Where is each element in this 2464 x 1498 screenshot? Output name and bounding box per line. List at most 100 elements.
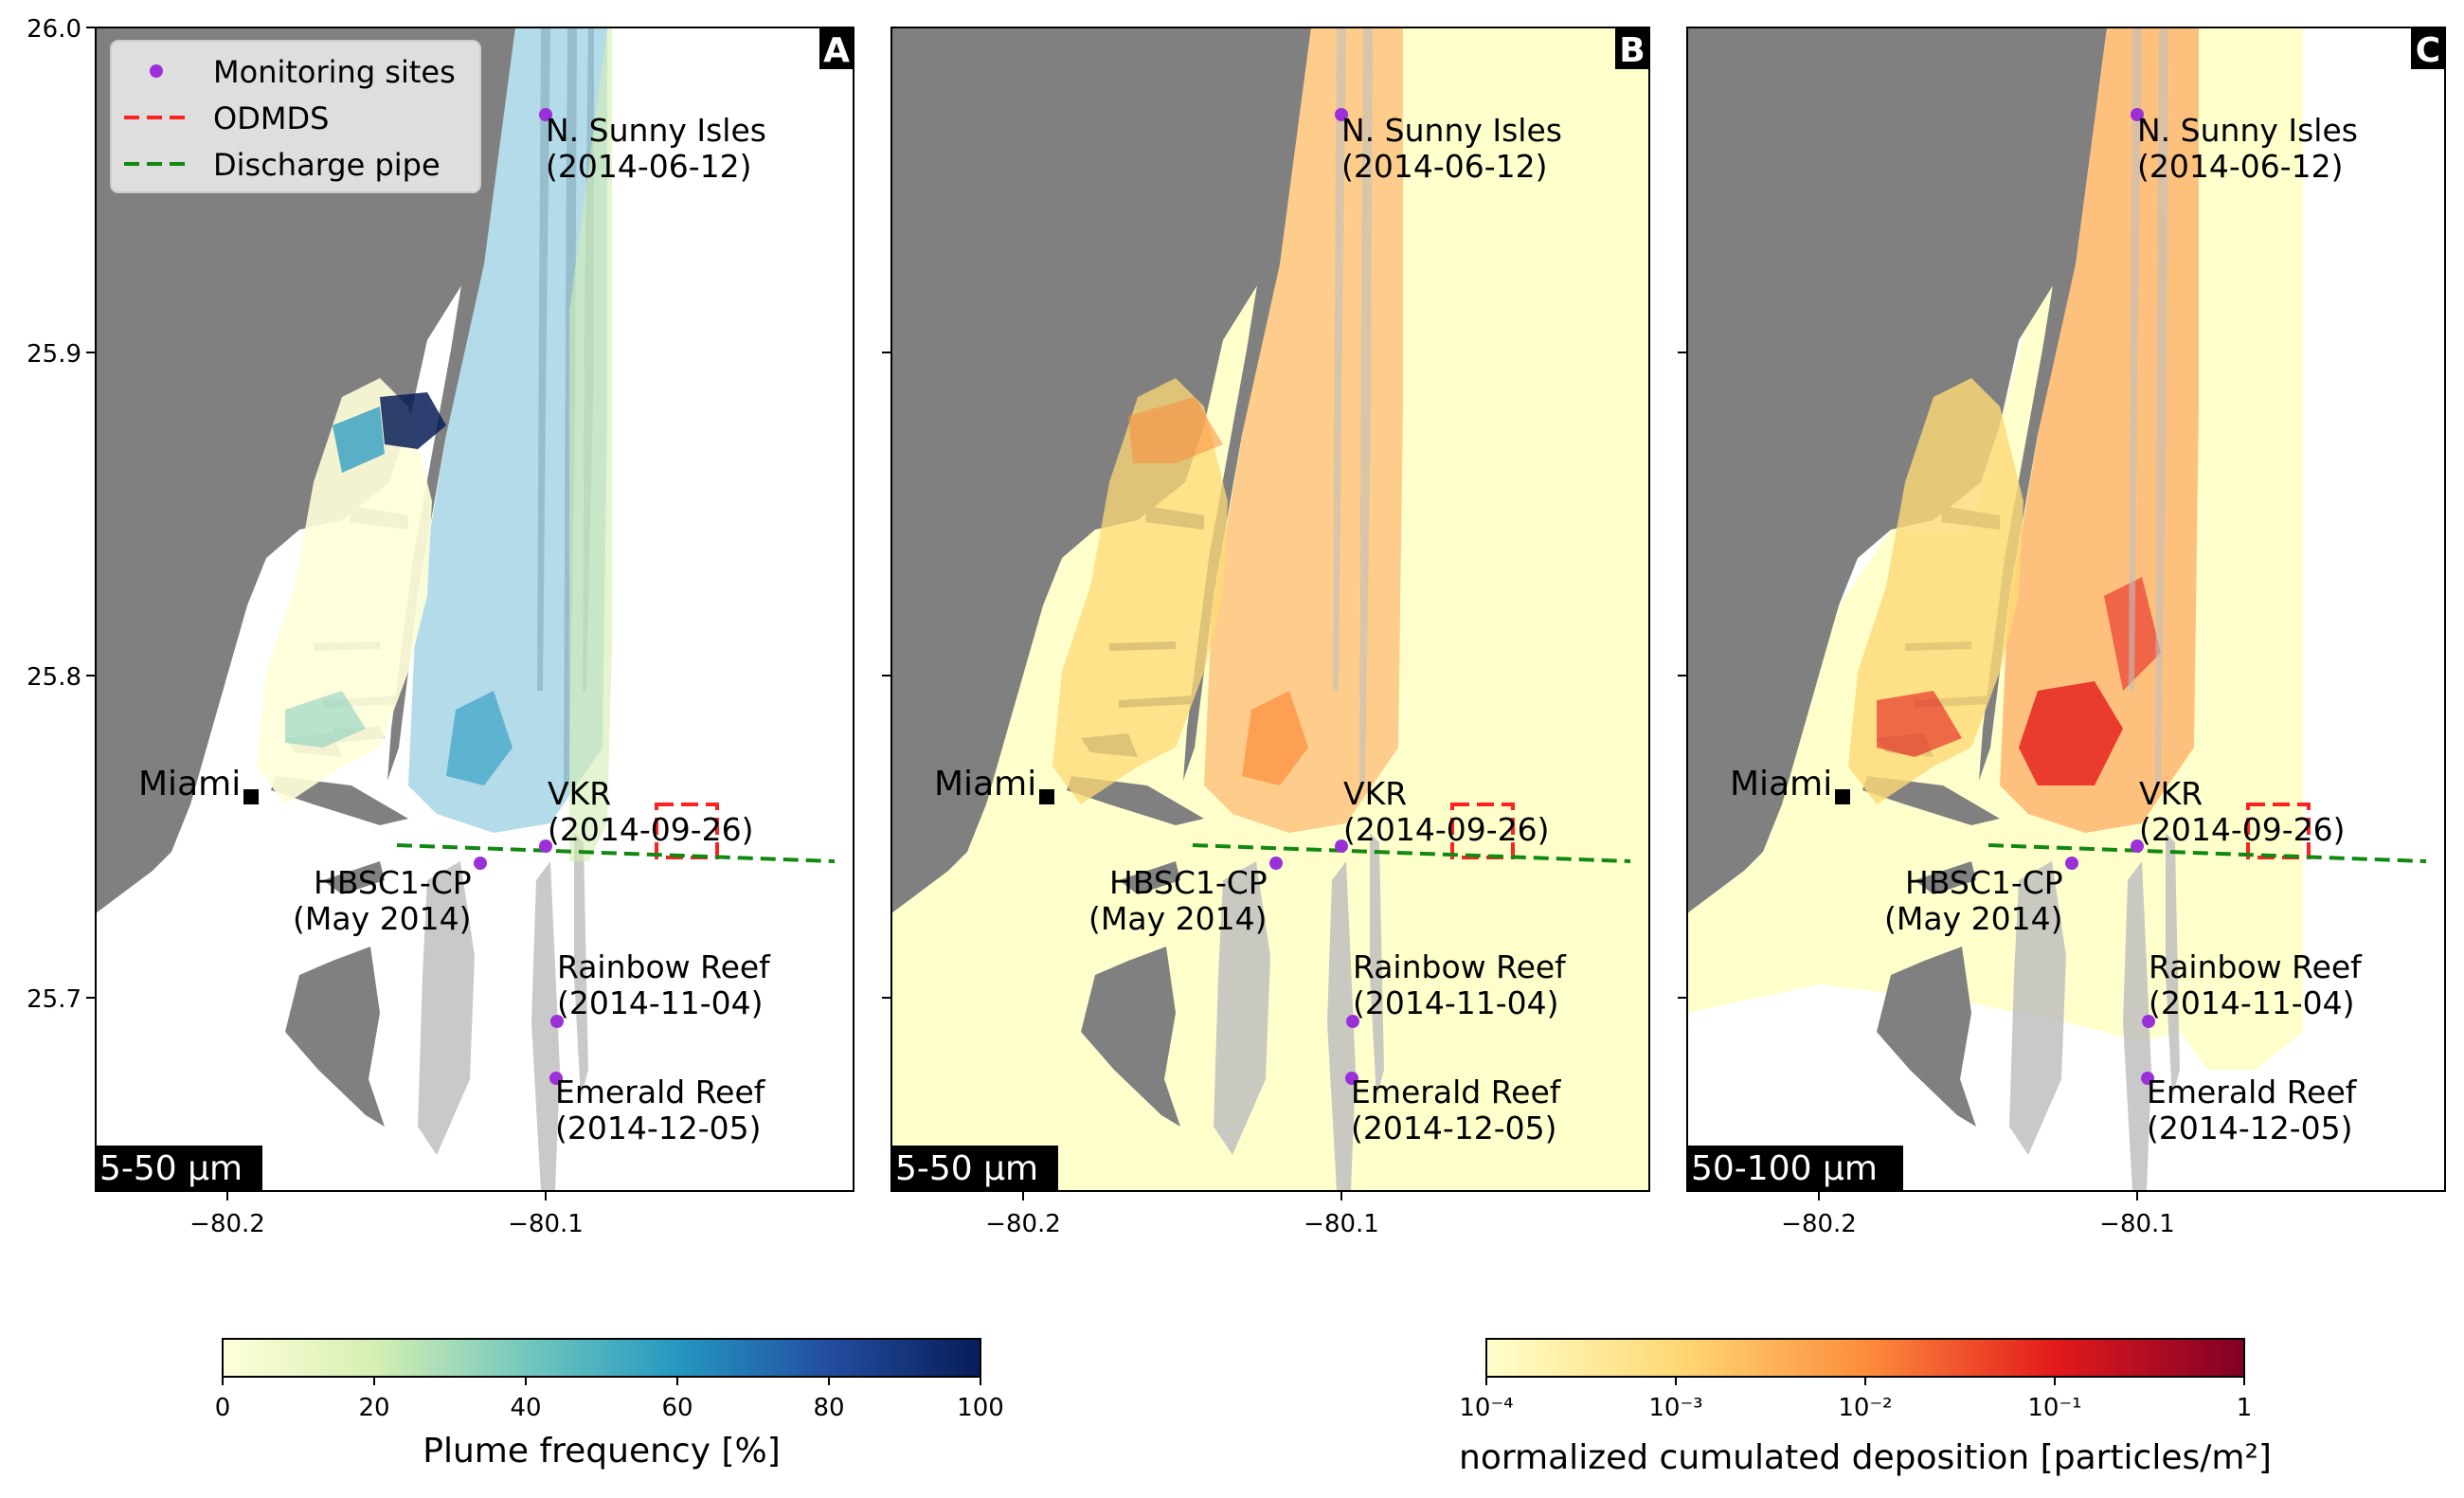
site-marker <box>549 1072 563 1085</box>
reef-tract <box>531 861 560 1191</box>
site-date: (2014-09-26) <box>2139 811 2346 848</box>
site-marker <box>539 839 552 853</box>
reef-tract <box>2129 27 2142 691</box>
site-name: N. Sunny Isles <box>546 112 766 149</box>
odmds-box <box>2246 803 2311 859</box>
reef-tract <box>1333 27 1346 691</box>
y-tick-label: 25.9 <box>27 340 81 369</box>
y-axis: 26.0 25.9 25.8 25.7 <box>27 15 1687 1014</box>
site-marker <box>1346 1015 1359 1028</box>
discharge-pipe <box>1987 843 2427 863</box>
colorbar-plume-ramp <box>222 1338 981 1378</box>
panel-letter-bg <box>2411 27 2445 69</box>
site-marker <box>539 108 552 121</box>
causeway-island <box>1119 861 1180 894</box>
colorbar-plume-tick: 0 <box>215 1394 231 1422</box>
plume-hotspot <box>285 691 366 748</box>
site-date: (2014-09-26) <box>548 811 754 848</box>
x-tick-label: −80.2 <box>1781 1210 1857 1238</box>
colorbar-deposition-ramp <box>1485 1338 2245 1378</box>
site-name: N. Sunny Isles <box>2137 112 2358 149</box>
causeway-island <box>323 861 385 894</box>
reef-tract <box>1370 833 1384 1098</box>
plume-hotspot <box>380 392 446 449</box>
colorbar-deposition-tick: 10⁻¹ <box>2027 1394 2081 1422</box>
legend: Monitoring sites ODMDS Discharge pipe <box>110 40 481 193</box>
site-date: (May 2014) <box>293 900 471 937</box>
reef-tract <box>2166 833 2180 1098</box>
site-name: Emerald Reef <box>555 1074 766 1110</box>
miami-label: Miami <box>934 765 1036 803</box>
panel-letter: B <box>1619 31 1645 70</box>
site-marker <box>1335 108 1348 121</box>
x-axis: −80.2 −80.1 −80.2 −80.1 −80.2 −80.1 <box>189 1191 2175 1238</box>
deposition-hotspot <box>1128 397 1223 463</box>
panel-letter: C <box>2416 31 2440 70</box>
site-name: VKR <box>548 775 611 812</box>
size-label: 50-100 μm <box>1691 1149 1878 1188</box>
site-marker <box>550 1015 564 1028</box>
x-tick-label: −80.1 <box>508 1210 584 1238</box>
site-name: Rainbow Reef <box>557 948 771 985</box>
site-date: (2014-12-05) <box>2147 1110 2353 1146</box>
plume-hotspot <box>333 406 385 473</box>
deposition-band <box>1204 27 1403 833</box>
colorbar-plume: 0 20 40 60 80 100 Plume frequency [%] <box>215 1338 1004 1471</box>
size-label-bg <box>1687 1146 1903 1191</box>
plume-hotspot <box>446 691 513 785</box>
size-label: 5-50 μm <box>99 1149 243 1188</box>
site-date: (2014-06-12) <box>546 148 752 185</box>
reef-tract <box>418 861 475 1155</box>
legend-odmds-label: ODMDS <box>213 100 329 136</box>
colorbar-plume-tick: 20 <box>358 1394 389 1422</box>
site-name: VKR <box>2139 775 2203 812</box>
legend-sites-label: Monitoring sites <box>213 54 456 90</box>
colorbar-plume-label: Plume frequency [%] <box>423 1432 781 1471</box>
map-panel-a: Miami N. Sunny Isles (2014-06-12) VKR (2… <box>95 27 854 1192</box>
mainland <box>891 27 1299 913</box>
site-name: Rainbow Reef <box>2149 948 2363 985</box>
site-date: (2014-11-04) <box>557 984 764 1021</box>
site-date: (2014-11-04) <box>1353 984 1559 1021</box>
panel-letter-bg <box>819 27 854 69</box>
odmds-box <box>1450 803 1515 859</box>
plume-ocean-band <box>408 27 607 833</box>
site-name: Emerald Reef <box>1351 1074 1562 1110</box>
site-name: HBSC1-CP <box>1905 864 2063 901</box>
odmds-box <box>655 803 719 859</box>
colorbar-plume-tick: 60 <box>661 1394 692 1422</box>
site-marker <box>1335 839 1348 853</box>
reef-tract <box>2123 861 2151 1191</box>
reef-tract <box>1327 861 1356 1191</box>
plume-bay <box>257 378 432 804</box>
x-tick-label: −80.2 <box>189 1210 265 1238</box>
site-name: Rainbow Reef <box>1353 948 1567 985</box>
colorbar-deposition-tick: 10⁻⁴ <box>1459 1394 1513 1422</box>
barrier-island <box>1979 27 2107 781</box>
x-tick-label: −80.2 <box>985 1210 1061 1238</box>
site-date: (May 2014) <box>1088 900 1267 937</box>
size-label-bg <box>96 1146 262 1191</box>
legend-pipe-label: Discharge pipe <box>213 147 441 183</box>
site-name: HBSC1-CP <box>314 864 472 901</box>
colorbar-plume-tick: 40 <box>510 1394 541 1422</box>
miami-marker <box>243 789 259 804</box>
y-tick-label: 25.8 <box>27 663 81 692</box>
reef-tract <box>1214 861 1270 1155</box>
site-marker <box>2131 839 2144 853</box>
barrier-island <box>1183 27 1311 781</box>
site-marker <box>1269 857 1283 870</box>
barrier-island <box>387 27 515 781</box>
deposition-hotspot <box>1242 691 1308 785</box>
map-panel-c: Miami N. Sunny Isles (2014-06-12) VKR (2… <box>1686 27 2446 1192</box>
discharge-pipe <box>1192 843 1631 863</box>
miami-marker <box>1039 789 1054 804</box>
site-marker <box>2065 857 2078 870</box>
site-date: (2014-06-12) <box>2137 148 2344 185</box>
mainland <box>1687 27 2095 913</box>
deposition-hotspot <box>1877 691 1962 757</box>
colorbar-deposition-tick: 10⁻² <box>1838 1394 1892 1422</box>
colorbar-plume-tick: 100 <box>957 1394 1004 1422</box>
colorbar-deposition-tick: 1 <box>2237 1394 2253 1422</box>
